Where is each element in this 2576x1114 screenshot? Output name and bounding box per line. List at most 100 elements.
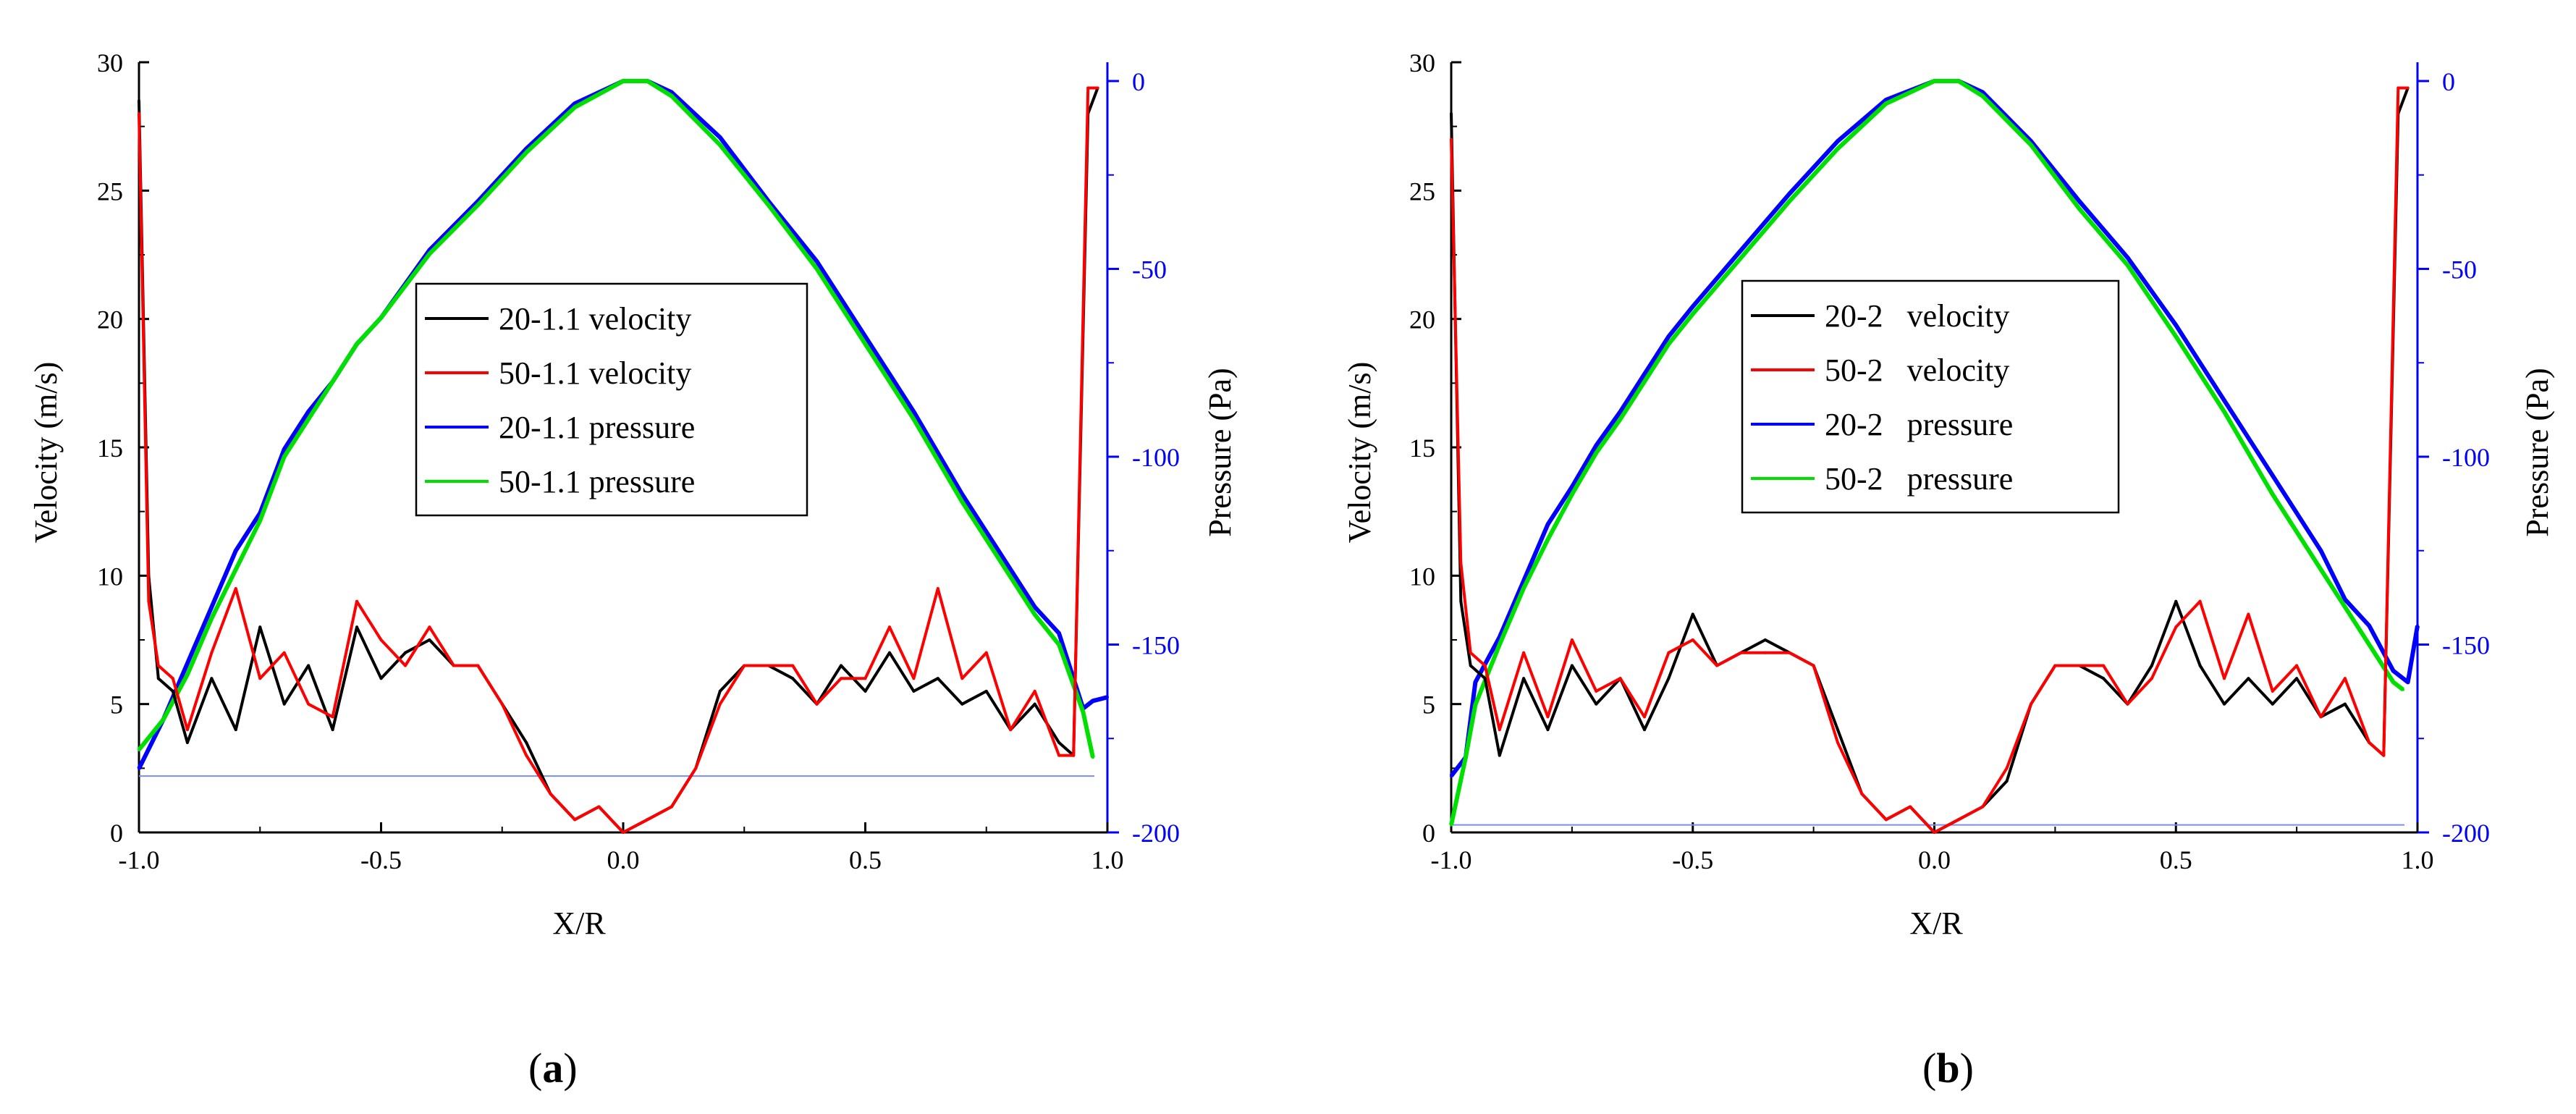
data-point [1033,605,1036,609]
y-tick-label-right: -50 [1132,255,1167,284]
data-point [1033,689,1036,693]
data-point [2343,677,2347,680]
data-point [1091,699,1094,703]
data-point [670,805,673,809]
data-point [2030,702,2032,706]
data-point [2343,598,2347,602]
data-point [1788,200,1791,203]
data-point [379,677,383,680]
data-point [500,702,504,706]
plot-area-a: -1.0 -0.5 0.0 0.5 1.0 0 5 10 15 20 25 30 0 -50 -100 -15… [97,48,1180,874]
data-point [2126,263,2129,267]
data-point [549,792,552,796]
data-point [1884,102,1888,106]
data-point [1072,754,1076,757]
data-point [984,689,988,693]
data-point [2150,677,2153,680]
data-point [1450,138,1453,141]
data-point [2319,715,2323,719]
data-point [1459,561,1463,565]
data-point [2416,624,2419,628]
data-point [1933,79,1936,83]
data-point [171,689,174,693]
data-point [718,135,722,139]
data-point [307,418,311,421]
y-axis-label-right: Pressure (Pa) [2520,368,2555,536]
x-tick-label: 1.0 [2402,845,2434,874]
data-point [718,143,722,147]
data-point [1667,677,1671,680]
data-point [767,203,770,207]
data-point [936,677,939,680]
data-point [1469,651,1472,654]
data-point [2198,599,2202,603]
data-point [1522,677,1526,680]
data-point [258,625,262,629]
y-tick-label-right: -150 [2442,630,2490,659]
data-point [1956,79,1960,83]
data-point [156,664,160,667]
data-point [2406,86,2410,90]
data-point [331,380,334,384]
data-point [1739,256,1743,259]
data-point [1450,775,1453,778]
data-point [960,702,964,706]
data-point [815,260,819,263]
data-point [1086,86,1090,90]
y-tick-label-right: 0 [2442,67,2455,96]
data-point [2077,664,2081,667]
data-point [1667,334,1671,338]
data-point [960,677,964,680]
data-point [573,106,577,109]
data-point [670,94,673,98]
x-tick-label: 0.0 [607,845,640,874]
data-point [1763,638,1767,641]
legend: 20-1.1 velocity 50-1.1 velocity 20-1.1 pre… [415,282,808,517]
data-point [282,651,286,654]
data-point [1788,651,1791,654]
data-point [1884,818,1888,822]
data-point [2053,664,2057,667]
legend-label: 20-2 pressure [1825,407,2013,442]
data-point [234,567,237,571]
data-point [1057,631,1061,635]
data-point [156,677,160,680]
legend-label: 50-1.1 pressure [499,464,695,499]
data-point [1498,728,1501,732]
data-point [2401,688,2404,691]
data-point [1474,680,1477,684]
legend: 20-2 velocity 50-2 velocity 20-2 pressure 5… [1741,279,2120,514]
data-point [476,664,480,667]
chart-panel-b: -1.0 -0.5 0.0 0.5 1.0 0 5 10 15 20 25 30 0 -50 -100 -15… [1342,48,2555,1092]
data-point [476,203,480,207]
y-tick-label-left: 20 [97,305,123,334]
data-point [1546,728,1550,732]
data-point [573,818,577,822]
data-point [863,334,867,338]
data-point [622,831,625,834]
data-point [791,664,795,667]
data-point [1570,638,1574,641]
x-tick-label: 0.5 [849,845,882,874]
data-point [960,500,964,504]
data-point [1909,805,1912,809]
data-point [718,702,722,706]
data-point [2174,334,2178,338]
data-point [912,677,916,680]
legend-label: 50-1.1 velocity [499,355,691,391]
data-point [1450,111,1453,115]
data-point [1595,702,1598,706]
y-tick-label-left: 25 [1409,177,1435,206]
data-point [525,754,528,757]
data-point [2102,664,2106,667]
data-point [1595,444,1598,447]
x-tick-label: -1.0 [119,845,160,874]
data-point [1459,599,1463,603]
panel-label-b: (b) [1922,1045,1974,1092]
y-tick-label-left: 15 [97,434,123,463]
data-point [171,677,174,680]
data-point [1981,94,1985,98]
data-point [282,455,286,458]
data-point [670,90,673,94]
data-point [2174,625,2178,629]
